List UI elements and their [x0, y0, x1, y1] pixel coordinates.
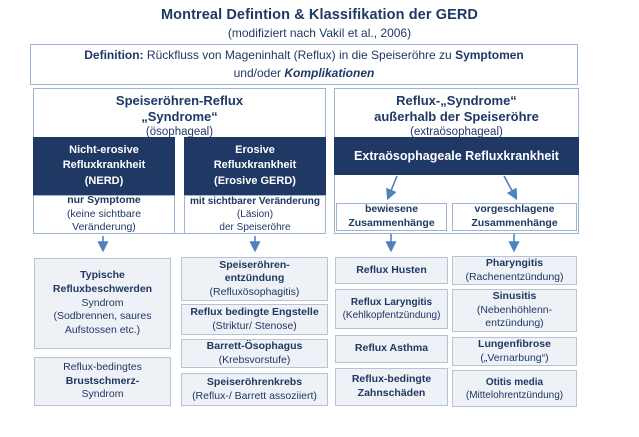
lung-fibrosis-box: Lungenfibrose („Vernarbung“)	[452, 337, 577, 366]
box-line: (Nebenhöhlenn-	[476, 303, 553, 316]
box-line: Speiseröhren-	[219, 258, 290, 271]
box-line: (Reflux-/ Barrett assoziiert)	[192, 389, 317, 402]
box-line: Typische	[80, 269, 125, 282]
erosive-subtype-box: mit sichtbarer Veränderung (Läsion) der …	[184, 195, 326, 234]
box-line: Syndrom	[81, 296, 124, 309]
box-line: (Sodbrennen, saures	[53, 310, 152, 323]
category-line: Refluxkrankheit	[62, 159, 146, 172]
proven-associations-box: bewiesene Zusammenhänge	[336, 203, 447, 231]
box-line: Reflux bedingte Engstelle	[190, 305, 319, 318]
box-line: (Striktur/ Stenose)	[212, 319, 297, 332]
extraesophageal-group-header: Reflux-„Syndrome“ außerhalb der Speiserö…	[334, 90, 579, 139]
box-line: Reflux-bedingte	[351, 373, 432, 386]
sinusitis-box: Sinusitis (Nebenhöhlenn- entzündung)	[452, 289, 577, 332]
box-line: Reflux-bedingtes	[63, 361, 142, 374]
proposed-associations-box: vorgeschlagene Zusammenhänge	[452, 203, 577, 231]
box-line: Aufstossen etc.)	[64, 323, 141, 336]
subtype-title: vorgeschlagene	[474, 203, 555, 216]
pharyngitis-box: Pharyngitis (Rachenentzündung)	[452, 256, 577, 285]
definition-emph-komplikationen: Komplikationen	[284, 65, 375, 80]
category-line: (NERD)	[84, 174, 124, 187]
subtype-title: mit sichtbarer Veränderung	[189, 196, 321, 207]
box-line: entzündung)	[485, 317, 544, 330]
subtype-title: Zusammenhänge	[348, 217, 435, 229]
definition-emph-symptomen: Symptomen	[455, 48, 524, 63]
box-line: Pharyngitis	[485, 256, 544, 269]
box-line: („Vernarbung“)	[480, 351, 549, 364]
asthma-box: Reflux Asthma	[335, 335, 448, 363]
box-line: Reflux Laryngitis	[350, 297, 433, 308]
erosive-category-box: Erosive Refluxkrankheit (Erosive GERD)	[184, 137, 326, 195]
subtype-note: der Speiseröhre	[219, 222, 291, 233]
subtype-note: (keine sichtbare	[66, 207, 142, 220]
esophageal-group-header: Speiseröhren-Reflux „Syndrome“ (ösophage…	[33, 90, 326, 139]
category-line: Refluxkrankheit	[213, 159, 297, 172]
box-line: Otitis media	[485, 376, 544, 388]
header-line: Speiseröhren-Reflux	[115, 93, 244, 108]
header-line: Reflux-„Syndrome“	[396, 93, 517, 108]
box-line: Refluxbeschwerden	[52, 283, 153, 296]
header-line: „Syndrome“	[141, 108, 218, 124]
box-line: entzündung	[224, 272, 285, 285]
otitis-media-box: Otitis media (Mittelohrentzündung)	[452, 370, 577, 407]
typical-reflux-box: Typische Refluxbeschwerden Syndrom (Sodb…	[34, 258, 171, 349]
box-line: Reflux Husten	[356, 263, 427, 276]
category-line: Extraösophageale Refluxkrankheit	[354, 148, 559, 163]
stricture-box: Reflux bedingte Engstelle (Striktur/ Ste…	[181, 304, 328, 335]
definition-label: Definition:	[84, 48, 144, 63]
subtype-title: Zusammenhänge	[471, 217, 558, 229]
definition-connector: und/oder	[233, 65, 281, 80]
category-line: (Erosive GERD)	[214, 174, 296, 187]
extraesophageal-category-box: Extraösophageale Refluxkrankheit	[334, 137, 579, 175]
page-title: Montreal Defintion & Klassifikation der …	[161, 7, 478, 23]
dental-damage-box: Reflux-bedingte Zahnschäden	[335, 368, 448, 406]
box-line: (Kehlkopfentzündung)	[342, 310, 441, 321]
box-line: Brustschmerz-	[65, 374, 140, 387]
barrett-box: Barrett-Ösophagus (Krebsvorstufe)	[181, 339, 328, 368]
reflux-cough-box: Reflux Husten	[335, 257, 448, 284]
box-line: (Mittelohrentzündung)	[465, 389, 564, 401]
laryngitis-box: Reflux Laryngitis (Kehlkopfentzündung)	[335, 289, 448, 329]
definition-line1: Definition: Rückfluss von Mageninhalt (R…	[31, 47, 577, 64]
box-line: (Refluxösophagitis)	[209, 285, 300, 298]
page-subtitle: (modifiziert nach Vakil et al., 2006)	[227, 26, 412, 40]
definition-box: Definition: Rückfluss von Mageninhalt (R…	[30, 44, 578, 85]
esophageal-cancer-box: Speiseröhrenkrebs (Reflux-/ Barrett asso…	[181, 373, 328, 406]
category-line: Nicht-erosive	[69, 143, 139, 156]
box-line: Lungenfibrose	[478, 337, 551, 350]
header-line: (ösophageal)	[145, 125, 214, 138]
box-line: Reflux Asthma	[354, 342, 429, 355]
nerd-category-box: Nicht-erosive Refluxkrankheit (NERD)	[33, 137, 175, 195]
definition-line2: und/oder Komplikationen	[31, 65, 577, 82]
chest-pain-box: Reflux-bedingtes Brustschmerz- Syndrom	[34, 357, 171, 406]
subtype-title: bewiesene	[364, 203, 419, 216]
box-line: Syndrom	[81, 388, 124, 401]
box-line: Speiseröhrenkrebs	[206, 375, 303, 388]
nerd-subtype-box: nur Symptome (keine sichtbare Veränderun…	[33, 194, 175, 234]
category-line: Erosive	[235, 143, 275, 156]
subtype-note: Veränderung)	[72, 221, 136, 234]
box-line: Sinusitis	[492, 290, 537, 303]
box-line: (Krebsvorstufe)	[218, 353, 291, 366]
header-line: (extraösophageal)	[410, 125, 503, 138]
definition-text: Rückfluss von Mageninhalt (Reflux) in di…	[146, 48, 452, 63]
header-line: außerhalb der Speiseröhre	[374, 108, 539, 124]
box-line: (Rachenentzündung)	[465, 270, 564, 283]
box-line: Barrett-Ösophagus	[206, 339, 303, 352]
esophagitis-box: Speiseröhren- entzündung (Refluxösophagi…	[181, 257, 328, 301]
box-line: Zahnschäden	[357, 387, 426, 399]
subtype-title: nur Symptome	[67, 194, 141, 207]
subtype-note: (Läsion)	[236, 209, 274, 220]
